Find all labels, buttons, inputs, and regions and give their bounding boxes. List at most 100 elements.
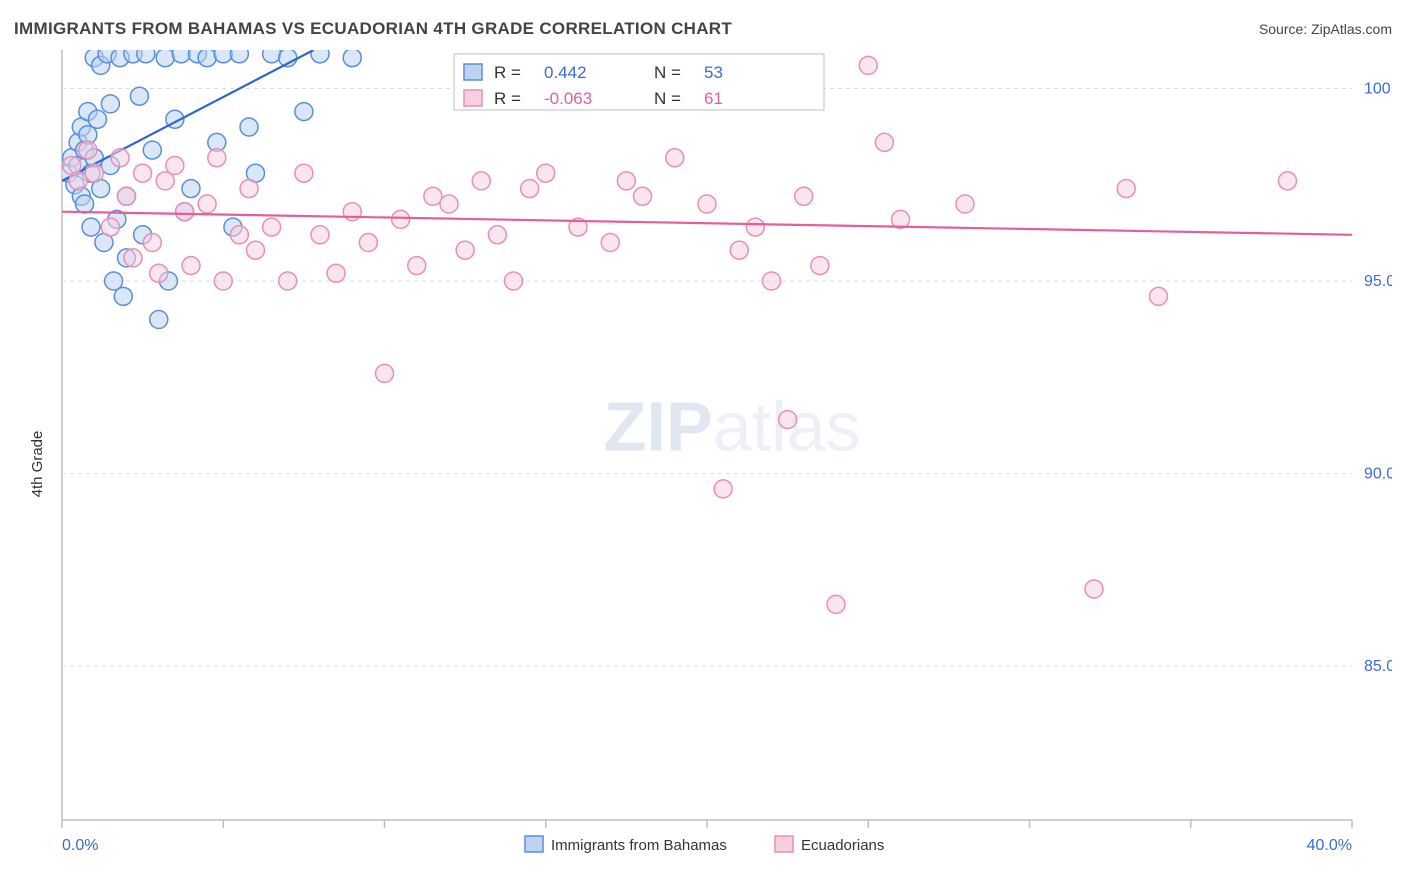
data-point xyxy=(956,195,974,213)
chart-title: IMMIGRANTS FROM BAHAMAS VS ECUADORIAN 4T… xyxy=(14,19,732,39)
data-point xyxy=(88,110,106,128)
data-point xyxy=(746,218,764,236)
legend-swatch xyxy=(464,90,482,106)
data-point xyxy=(698,195,716,213)
chart-source: Source: ZipAtlas.com xyxy=(1259,21,1392,37)
data-point xyxy=(247,241,265,259)
data-point xyxy=(505,272,523,290)
data-point xyxy=(101,95,119,113)
data-point xyxy=(827,595,845,613)
data-point xyxy=(1150,287,1168,305)
data-point xyxy=(182,257,200,275)
data-point xyxy=(1085,580,1103,598)
stat-r-value: -0.063 xyxy=(544,89,592,108)
data-point xyxy=(811,257,829,275)
data-point xyxy=(230,50,248,63)
legend-label: Immigrants from Bahamas xyxy=(551,837,727,854)
data-point xyxy=(714,480,732,498)
data-point xyxy=(111,149,129,167)
x-tick-label: 40.0% xyxy=(1307,837,1352,854)
data-point xyxy=(150,311,168,329)
legend-swatch xyxy=(464,64,482,80)
data-point xyxy=(875,133,893,151)
data-point xyxy=(198,50,216,67)
data-point xyxy=(343,50,361,67)
data-point xyxy=(795,187,813,205)
data-point xyxy=(601,234,619,252)
data-point xyxy=(150,264,168,282)
y-axis-label: 4th Grade xyxy=(29,431,46,498)
legend-label: Ecuadorians xyxy=(801,837,884,854)
data-point xyxy=(1117,180,1135,198)
data-point xyxy=(240,180,258,198)
data-point xyxy=(666,149,684,167)
data-point xyxy=(82,218,100,236)
data-point xyxy=(134,164,152,182)
data-point xyxy=(408,257,426,275)
data-point xyxy=(763,272,781,290)
data-point xyxy=(114,287,132,305)
y-tick-label: 100.0% xyxy=(1364,81,1392,98)
stat-n-label: N = xyxy=(654,63,681,82)
data-point xyxy=(101,218,119,236)
data-point xyxy=(521,180,539,198)
data-point xyxy=(143,141,161,159)
data-point xyxy=(779,411,797,429)
data-point xyxy=(176,203,194,221)
data-point xyxy=(208,149,226,167)
stat-r-value: 0.442 xyxy=(544,63,587,82)
data-point xyxy=(295,103,313,121)
data-point xyxy=(182,180,200,198)
data-point xyxy=(214,272,232,290)
data-point xyxy=(311,50,329,63)
data-point xyxy=(730,241,748,259)
data-point xyxy=(295,164,313,182)
y-tick-label: 85.0% xyxy=(1364,658,1392,675)
data-point xyxy=(124,249,142,267)
data-point xyxy=(440,195,458,213)
correlation-chart-svg: 85.0% 90.0% 95.0% 100.0% 0.0% 40.0% ZIPatlas R … xyxy=(14,50,1392,878)
data-point xyxy=(240,118,258,136)
data-point xyxy=(156,50,174,67)
stat-n-label: N = xyxy=(654,89,681,108)
data-point xyxy=(456,241,474,259)
data-point xyxy=(634,187,652,205)
data-point xyxy=(130,87,148,105)
series xyxy=(59,50,361,328)
y-tick-label: 90.0% xyxy=(1364,466,1392,483)
data-point xyxy=(488,226,506,244)
watermark: ZIPatlas xyxy=(604,387,861,465)
data-point xyxy=(172,50,190,63)
data-point xyxy=(537,164,555,182)
x-tick-label: 0.0% xyxy=(62,837,98,854)
data-point xyxy=(327,264,345,282)
data-point xyxy=(166,157,184,175)
data-point xyxy=(198,195,216,213)
data-point xyxy=(137,50,155,63)
data-point xyxy=(472,172,490,190)
data-point xyxy=(79,141,97,159)
data-point xyxy=(359,234,377,252)
stat-n-value: 61 xyxy=(704,89,723,108)
y-tick-label: 95.0% xyxy=(1364,273,1392,290)
data-point xyxy=(1279,172,1297,190)
data-point xyxy=(143,234,161,252)
data-point xyxy=(392,210,410,228)
data-point xyxy=(263,50,281,63)
data-point xyxy=(279,272,297,290)
data-point xyxy=(617,172,635,190)
stat-n-value: 53 xyxy=(704,63,723,82)
stat-r-label: R = xyxy=(494,89,521,108)
data-point xyxy=(85,164,103,182)
chart-area: 4th Grade 85.0% 90.0% 95.0% 100.0% 0.0% 40.0%… xyxy=(14,50,1392,878)
data-point xyxy=(376,364,394,382)
data-point xyxy=(263,218,281,236)
data-point xyxy=(118,187,136,205)
data-point xyxy=(69,172,87,190)
trend-line xyxy=(62,212,1352,235)
data-point xyxy=(76,195,94,213)
data-point xyxy=(424,187,442,205)
data-point xyxy=(214,50,232,63)
data-point xyxy=(311,226,329,244)
series xyxy=(62,56,1352,613)
